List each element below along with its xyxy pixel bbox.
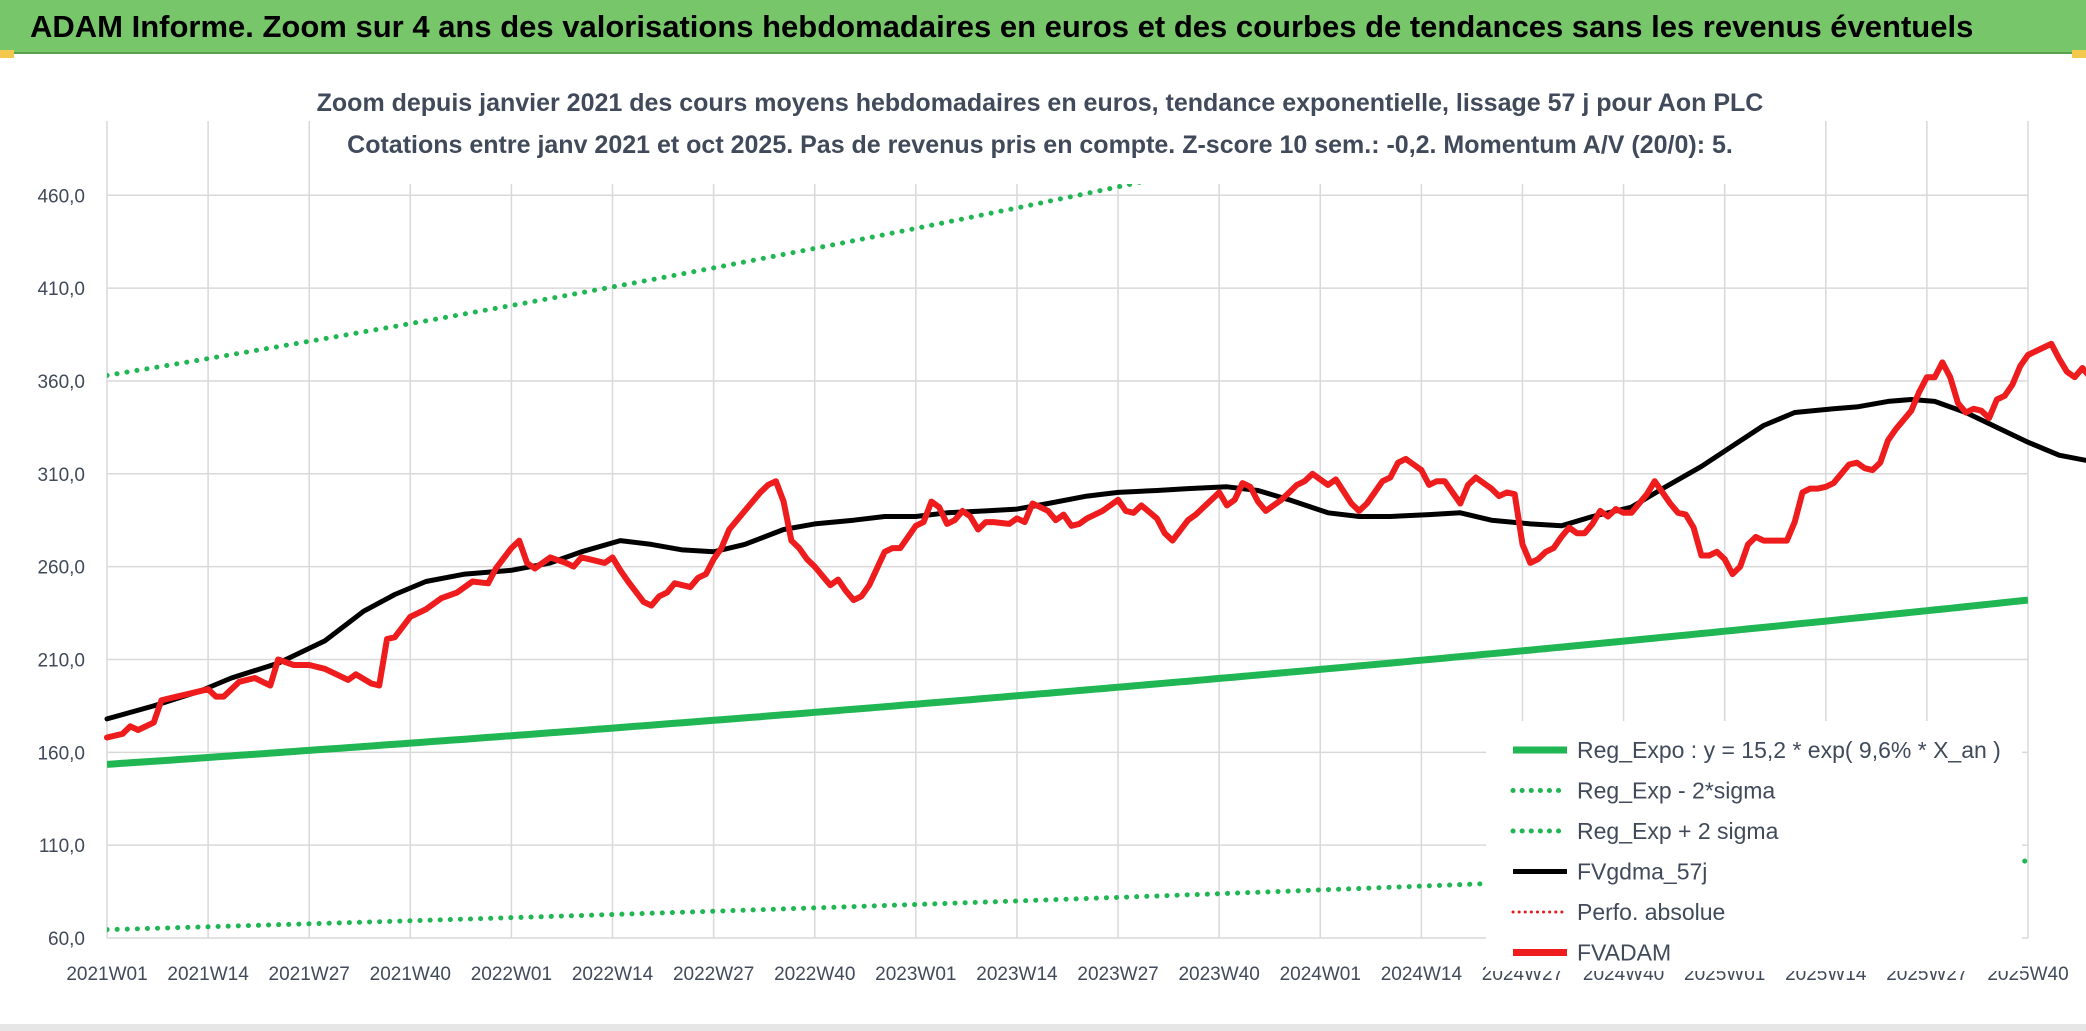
y-tick-label: 460,0 — [37, 186, 85, 207]
y-tick-label: 310,0 — [37, 465, 85, 486]
series-upper-band — [107, 121, 1431, 378]
x-tick-label: 2021W40 — [370, 964, 451, 985]
x-tick-label: 2023W01 — [875, 964, 956, 985]
x-tick-label: 2024W14 — [1381, 964, 1463, 985]
y-axis: 60,0 110,0 160,0 210,0 260,0 310,0 360,0 410,0 4… — [37, 186, 85, 950]
series-fvadam — [104, 340, 2086, 741]
y-tick-label: 210,0 — [37, 650, 85, 671]
x-tick-label: 2024W01 — [1280, 964, 1361, 985]
x-tick-label: 2021W14 — [167, 964, 249, 985]
frame-bottom-edge — [0, 1024, 2086, 1031]
series-lower-band — [107, 858, 2028, 933]
legend-label: Reg_Exp - 2*sigma — [1577, 778, 1775, 804]
x-tick-label: 2022W27 — [673, 964, 754, 985]
legend-label: FVADAM — [1577, 940, 1671, 966]
banner-title: ADAM Informe. Zoom sur 4 ans des valoris… — [30, 9, 1974, 44]
legend-label: Reg_Exp + 2 sigma — [1577, 818, 1779, 844]
banner-corner-right — [2072, 50, 2086, 58]
y-tick-label: 410,0 — [37, 279, 85, 300]
x-tick-label: 2021W01 — [66, 964, 147, 985]
title-background — [340, 78, 1740, 184]
chart-subtitle: Cotations entre janv 2021 et oct 2025. P… — [347, 131, 1733, 159]
y-tick-label: 60,0 — [48, 929, 85, 950]
legend: Reg_Expo : y = 15,2 * exp( 9,6% * X_an )… — [1510, 737, 2001, 966]
x-tick-label: 2021W27 — [269, 964, 350, 985]
price-trend-chart: 60,0 110,0 160,0 210,0 260,0 310,0 360,0 410,0 4… — [37, 78, 2086, 985]
y-tick-label: 110,0 — [39, 836, 85, 857]
x-tick-label: 2023W40 — [1178, 964, 1259, 985]
x-tick-label: 2022W40 — [774, 964, 855, 985]
y-tick-label: 260,0 — [37, 558, 85, 579]
x-tick-label: 2022W14 — [572, 964, 654, 985]
chart-title: Zoom depuis janvier 2021 des cours moyen… — [317, 89, 1764, 117]
series-lines-layer — [104, 340, 2086, 741]
trend-bands-layer — [107, 121, 2028, 933]
y-tick-label: 360,0 — [37, 372, 85, 393]
legend-label: Perfo. absolue — [1577, 899, 1725, 925]
series-reg-expo — [107, 596, 2028, 768]
x-tick-label: 2022W01 — [471, 964, 552, 985]
banner-corner-left — [0, 50, 14, 58]
legend-background — [1486, 721, 2022, 971]
x-tick-label: 2023W14 — [976, 964, 1058, 985]
report-banner: ADAM Informe. Zoom sur 4 ans des valoris… — [0, 0, 2086, 54]
legend-label: Reg_Expo : y = 15,2 * exp( 9,6% * X_an ) — [1577, 737, 2001, 763]
y-tick-label: 160,0 — [37, 743, 85, 764]
x-tick-label: 2023W27 — [1077, 964, 1158, 985]
legend-label: FVgdma_57j — [1577, 859, 1707, 885]
series-fvgdma-57j — [104, 397, 2086, 722]
